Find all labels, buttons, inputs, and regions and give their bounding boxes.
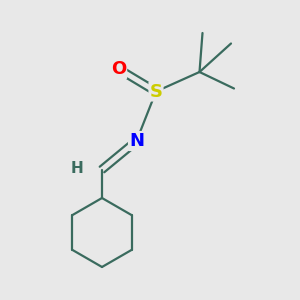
Text: O: O [111,60,126,78]
Text: S: S [149,82,163,100]
Text: N: N [129,132,144,150]
Text: H: H [70,160,83,175]
